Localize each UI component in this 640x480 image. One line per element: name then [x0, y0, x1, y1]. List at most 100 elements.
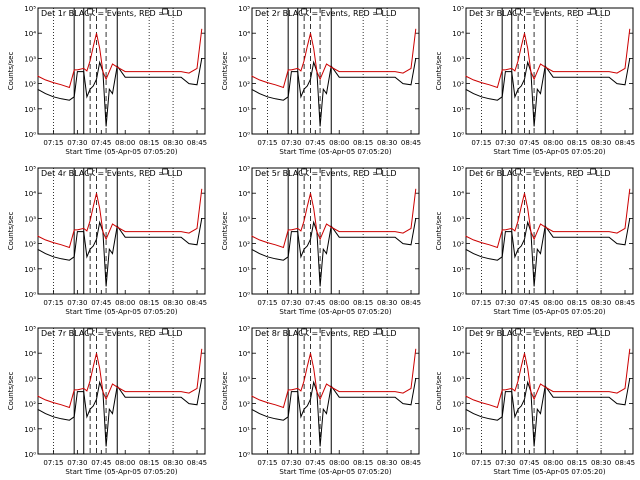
series-line-lld	[251, 188, 417, 249]
chart-panel-2: Det 2r BLACK = Events, RED = LLD 10⁰ 10¹ 10…	[221, 5, 421, 156]
x-tick-label: 07:30	[67, 299, 87, 307]
x-tick-label: 07:30	[281, 459, 301, 467]
series-line-events	[37, 378, 203, 447]
x-axis-label: Start Time (05-Apr-05 07:05:20)	[493, 148, 605, 156]
y-tick-label: 10²	[452, 241, 464, 249]
y-tick-label: 10⁵	[24, 165, 36, 173]
x-tick-label: 07:15	[257, 139, 277, 147]
y-tick-label: 10⁰	[452, 131, 464, 139]
series-line-events	[37, 218, 203, 287]
series-line-events	[251, 58, 417, 127]
y-axis-label: Counts/sec	[221, 52, 229, 91]
x-tick-label: 08:45	[401, 139, 421, 147]
x-tick-label: 08:00	[329, 299, 349, 307]
y-tick-label: 10¹	[452, 106, 464, 114]
y-axis-label: Counts/sec	[435, 372, 443, 411]
y-tick-label: 10⁴	[452, 30, 464, 38]
x-tick-label: 08:30	[591, 139, 611, 147]
y-tick-label: 10⁰	[452, 291, 464, 299]
series-line-events	[251, 378, 417, 447]
y-tick-label: 10¹	[238, 106, 250, 114]
y-tick-label: 10⁰	[238, 291, 250, 299]
x-tick-label: 07:45	[91, 139, 111, 147]
x-tick-label: 08:45	[187, 459, 207, 467]
x-tick-label: 08:00	[115, 299, 135, 307]
y-tick-label: 10⁴	[238, 350, 250, 358]
x-tick-label: 07:45	[305, 459, 325, 467]
x-tick-label: 08:15	[139, 459, 159, 467]
x-tick-label: 08:15	[139, 139, 159, 147]
panel-title: Det 1r BLACK = Events, RED = LLD	[41, 9, 183, 18]
x-tick-label: 08:45	[187, 299, 207, 307]
y-tick-label: 10²	[238, 81, 250, 89]
y-axis-label: Counts/sec	[435, 212, 443, 251]
x-tick-label: 07:30	[281, 299, 301, 307]
series-line-lld	[37, 188, 203, 249]
y-tick-label: 10²	[24, 81, 36, 89]
x-tick-label: 07:15	[257, 299, 277, 307]
flag-marker	[590, 328, 596, 335]
plot-frame	[251, 327, 420, 455]
x-tick-label: 08:30	[377, 459, 397, 467]
y-tick-label: 10¹	[452, 426, 464, 434]
plot-frame	[251, 7, 420, 135]
x-tick-label: 07:45	[305, 299, 325, 307]
x-tick-label: 08:00	[543, 139, 563, 147]
series-line-lld	[465, 348, 631, 409]
plot-frame	[251, 167, 420, 295]
x-tick-label: 08:00	[329, 459, 349, 467]
series-line-lld	[251, 348, 417, 409]
y-tick-label: 10³	[452, 375, 464, 383]
flag-marker	[590, 8, 596, 15]
x-tick-label: 08:30	[591, 459, 611, 467]
x-tick-label: 08:15	[353, 299, 373, 307]
y-tick-label: 10⁰	[452, 451, 464, 459]
plot-frame	[37, 7, 206, 135]
flag-marker	[301, 328, 307, 335]
panel-title: Det 4r BLACK = Events, RED = LLD	[41, 169, 183, 178]
y-tick-label: 10⁰	[238, 451, 250, 459]
flag-marker	[301, 168, 307, 175]
y-tick-label: 10⁰	[24, 451, 36, 459]
flag-marker	[376, 328, 382, 335]
x-tick-label: 08:15	[567, 459, 587, 467]
x-tick-label: 07:15	[471, 459, 491, 467]
y-tick-label: 10⁰	[238, 131, 250, 139]
y-tick-label: 10²	[238, 241, 250, 249]
y-tick-label: 10⁴	[238, 190, 250, 198]
x-tick-label: 08:30	[163, 459, 183, 467]
y-tick-label: 10⁵	[452, 5, 464, 13]
y-tick-label: 10⁰	[24, 291, 36, 299]
chart-panel-4: Det 4r BLACK = Events, RED = LLD 10⁰ 10¹ 10…	[7, 165, 207, 316]
x-tick-label: 08:45	[187, 139, 207, 147]
y-tick-label: 10⁵	[238, 325, 250, 333]
flag-marker	[515, 168, 521, 175]
x-tick-label: 08:15	[567, 299, 587, 307]
x-tick-label: 08:00	[543, 299, 563, 307]
y-tick-label: 10³	[238, 215, 250, 223]
chart-panel-8: Det 8r BLACK = Events, RED = LLD 10⁰ 10¹ 10…	[221, 325, 421, 476]
y-axis-label: Counts/sec	[221, 212, 229, 251]
y-tick-label: 10⁴	[24, 30, 36, 38]
x-axis-label: Start Time (05-Apr-05 07:05:20)	[493, 468, 605, 476]
flag-marker	[515, 328, 521, 335]
series-line-lld	[465, 28, 631, 89]
x-tick-label: 08:30	[163, 139, 183, 147]
y-axis-label: Counts/sec	[7, 372, 15, 411]
series-line-events	[37, 58, 203, 127]
x-tick-label: 08:45	[401, 459, 421, 467]
panel-title: Det 7r BLACK = Events, RED = LLD	[41, 329, 183, 338]
series-line-lld	[251, 28, 417, 89]
x-tick-label: 07:45	[305, 139, 325, 147]
x-tick-label: 07:45	[519, 299, 539, 307]
y-tick-label: 10³	[238, 375, 250, 383]
y-tick-label: 10³	[452, 55, 464, 63]
y-tick-label: 10⁰	[24, 131, 36, 139]
series-line-events	[465, 378, 631, 447]
x-tick-label: 07:45	[91, 299, 111, 307]
y-tick-label: 10¹	[24, 266, 36, 274]
x-tick-label: 07:15	[471, 299, 491, 307]
chart-panel-3: Det 3r BLACK = Events, RED = LLD 10⁰ 10¹ 10…	[435, 5, 635, 156]
y-tick-label: 10⁴	[452, 350, 464, 358]
